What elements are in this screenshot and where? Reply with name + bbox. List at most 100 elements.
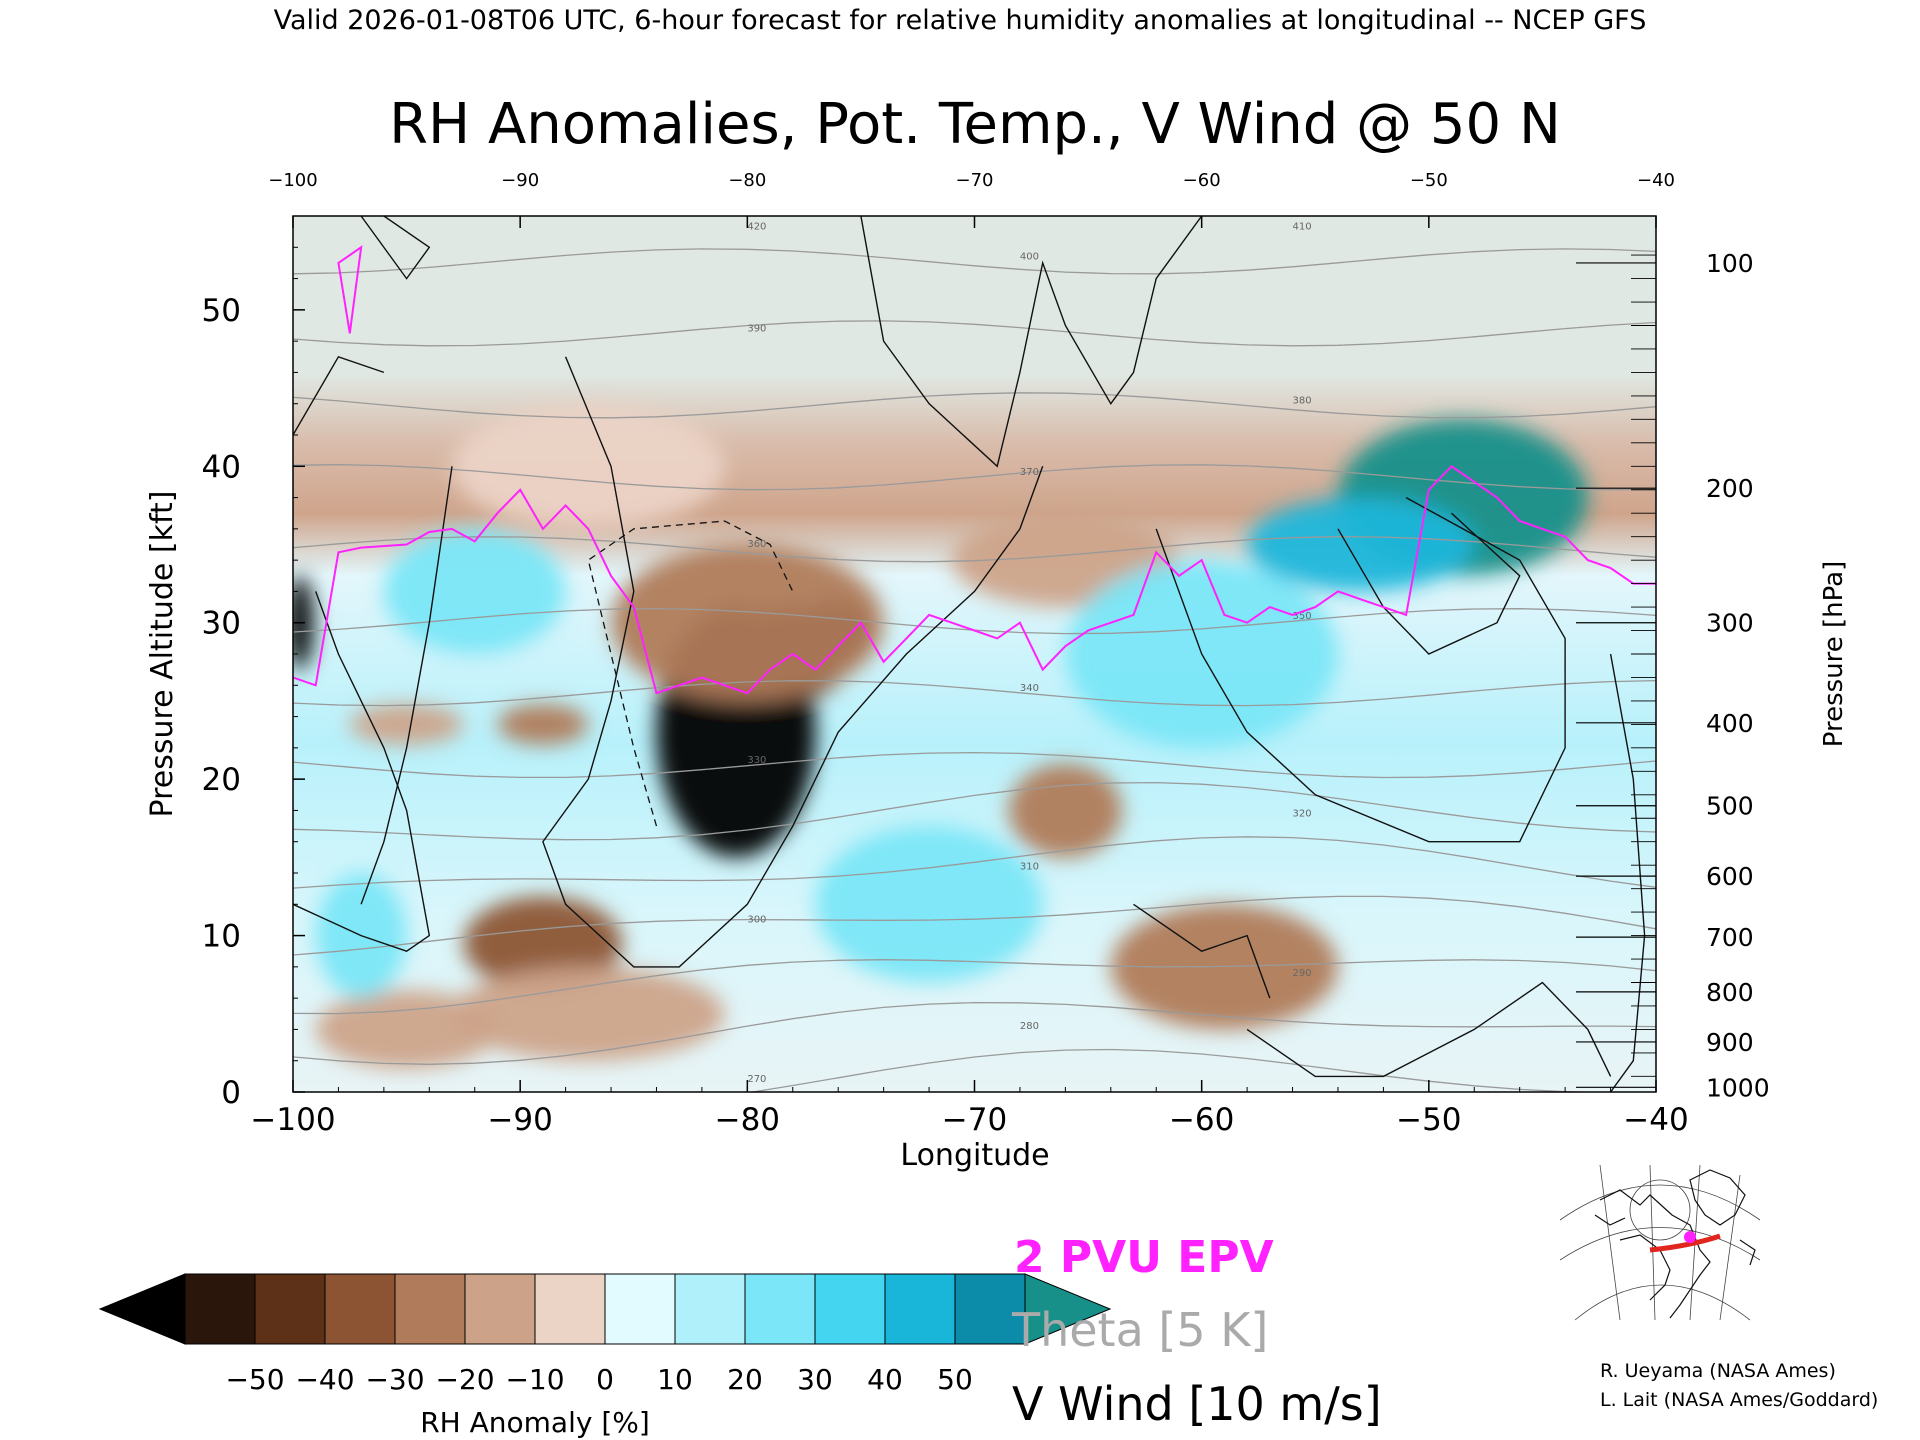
pressure-tick-label-2: 300	[1706, 609, 1754, 638]
pressure-tick-label-8: 900	[1706, 1028, 1754, 1057]
colorbar-box-0	[184, 1273, 256, 1345]
theta-label-420: 420	[747, 222, 766, 233]
v-wind-contour-0	[293, 591, 431, 952]
theta-contour-340	[293, 679, 1656, 707]
pressure-tick-label-4: 500	[1706, 792, 1754, 821]
pressure-tick-label-3: 400	[1706, 709, 1754, 738]
theta-label-380: 380	[1293, 395, 1312, 406]
theta-label-270: 270	[747, 1074, 766, 1085]
x-tick-label-top-5: −50	[1410, 170, 1448, 191]
theta-contour-390	[293, 320, 1656, 347]
pressure-tick-label-9: 1000	[1706, 1073, 1770, 1102]
colorbar-box-9	[814, 1273, 886, 1345]
rh-region-1	[1247, 497, 1475, 592]
pressure-tick-label-7: 800	[1706, 978, 1754, 1007]
x-tick-label-1: −90	[487, 1102, 552, 1138]
colorbar-box-3	[394, 1273, 466, 1345]
rh-region-8	[497, 704, 589, 745]
colorbar-tick-2: −30	[365, 1363, 424, 1396]
colorbar-box-2	[324, 1273, 396, 1345]
v-wind-contour-3	[360, 216, 431, 280]
pv-2pvu-patch	[337, 245, 363, 334]
colorbar-tick-0: −50	[225, 1363, 284, 1396]
pv-2pvu-path	[293, 464, 1656, 695]
y-tick-label-0: 0	[221, 1075, 241, 1111]
theta-label-280: 280	[1020, 1021, 1039, 1032]
colorbar: −50 −40 −30 −20 −10 0 10 20 30 40 50	[98, 1273, 1112, 1396]
colorbar-box-4	[464, 1273, 536, 1345]
colorbar-tick-7: 20	[727, 1363, 763, 1396]
y-tick-label-5: 50	[202, 293, 241, 329]
y-axis-label-right: Pressure [hPa]	[1819, 561, 1849, 748]
x-axis-label: Longitude	[900, 1138, 1049, 1173]
x-tick-label-0: −100	[250, 1102, 335, 1138]
rh-region-13	[315, 990, 498, 1069]
x-tick-label-4: −60	[1169, 1102, 1234, 1138]
pressure-tick-label-5: 600	[1706, 862, 1754, 891]
x-tick-label-top-3: −70	[956, 170, 994, 191]
rh-anomaly-field	[293, 403, 1588, 1069]
v-wind-contour-5	[1155, 496, 1566, 843]
rh-region-10	[1008, 763, 1123, 858]
x-tick-label-top-2: −80	[728, 170, 766, 191]
x-tick-label-6: −40	[1623, 1102, 1688, 1138]
theta-label-410: 410	[1293, 222, 1312, 233]
legend-epv: 2 PVU EPV	[1014, 1232, 1274, 1283]
chart-title: RH Anomalies, Pot. Temp., V Wind @ 50 N	[389, 92, 1561, 157]
theta-label-330: 330	[747, 755, 766, 766]
theta-contour-310	[293, 836, 1656, 889]
map-track	[1649, 1233, 1721, 1253]
colorbar-tick-3: −20	[435, 1363, 494, 1396]
y-tick-label-1: 10	[202, 919, 241, 955]
theta-label-370: 370	[1020, 467, 1039, 478]
v-wind-contour-1	[360, 466, 453, 905]
theta-label-320: 320	[1293, 808, 1312, 819]
rh-region-9	[349, 704, 464, 745]
colorbar-box-7	[674, 1273, 746, 1345]
x-tick-label-top-4: −60	[1183, 170, 1221, 191]
theta-contour-320	[293, 781, 1656, 841]
map-dot	[1684, 1231, 1696, 1243]
credit-line-1: R. Ueyama (NASA Ames)	[1600, 1360, 1836, 1382]
y-axis-label-left: Pressure Altitude [kft]	[145, 491, 180, 818]
v-wind-contour-10	[293, 355, 385, 436]
colorbar-tick-10: 50	[937, 1363, 973, 1396]
theta-label-400: 400	[1020, 251, 1039, 262]
colorbar-box-6	[604, 1273, 676, 1345]
y-tick-label-2: 20	[202, 762, 241, 798]
rh-region-15	[452, 403, 725, 529]
v-wind-contour-2	[542, 356, 1044, 968]
v-wind-contour-4	[860, 216, 1203, 468]
colorbar-under-arrow	[98, 1273, 186, 1345]
pressure-tick-label-6: 700	[1706, 923, 1754, 952]
colorbar-box-5	[534, 1273, 606, 1345]
theta-label-290: 290	[1293, 968, 1312, 979]
legend-vwind: V Wind [10 m/s]	[1012, 1377, 1382, 1431]
inset-map	[1559, 1164, 1761, 1321]
rh-region-19	[815, 826, 1043, 983]
colorbar-box-8	[744, 1273, 816, 1345]
rh-blobs	[293, 403, 1588, 1069]
colorbar-tick-6: 10	[657, 1363, 693, 1396]
header-text: Valid 2026-01-08T06 UTC, 6-hour forecast…	[274, 5, 1647, 36]
legend: 2 PVU EPV Theta [5 K] V Wind [10 m/s]	[1011, 1232, 1382, 1431]
x-tick-label-top-6: −40	[1637, 170, 1675, 191]
theta-label-340: 340	[1020, 683, 1039, 694]
x-tick-label-top-1: −90	[501, 170, 539, 191]
x-tick-label-top-0: −100	[268, 170, 317, 191]
x-tick-label-2: −80	[715, 1102, 780, 1138]
rh-region-12	[452, 966, 725, 1061]
colorbar-box-1	[254, 1273, 326, 1345]
theta-label-310: 310	[1020, 861, 1039, 872]
colorbar-tick-5: 0	[596, 1363, 614, 1396]
theta-label-300: 300	[747, 915, 766, 926]
theta-contour-330	[293, 751, 1656, 779]
colorbar-box-11	[954, 1273, 1026, 1345]
colorbar-box-10	[884, 1273, 956, 1345]
colorbar-label: RH Anomaly [%]	[420, 1406, 650, 1439]
v-wind-contour-7	[1246, 981, 1612, 1078]
theta-contour-380	[293, 392, 1656, 419]
credit-line-2: L. Lait (NASA Ames/Goddard)	[1600, 1389, 1878, 1411]
theta-contour-400	[293, 248, 1656, 275]
theta-contour-370	[293, 464, 1656, 491]
